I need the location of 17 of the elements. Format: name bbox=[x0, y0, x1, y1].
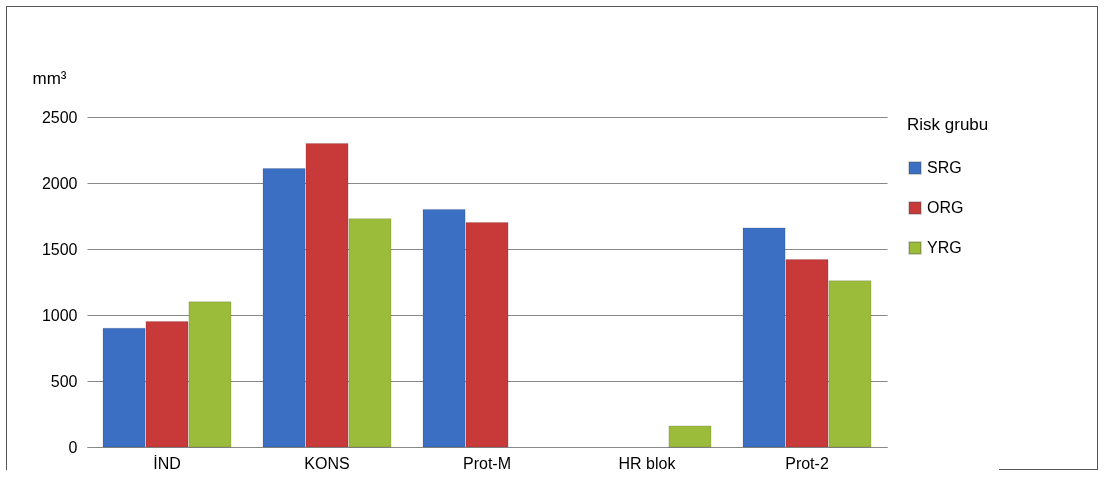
y-axis-title: mm³ bbox=[32, 68, 67, 88]
y-tick-label: 1000 bbox=[41, 306, 78, 324]
x-tick-label: İND bbox=[153, 453, 181, 472]
x-tick-label: KONS bbox=[304, 454, 350, 472]
legend-label: SRG bbox=[927, 159, 962, 176]
y-tick-label: 2000 bbox=[41, 174, 78, 192]
y-tick-label: 2500 bbox=[41, 108, 78, 126]
x-tick-label: Prot-M bbox=[463, 454, 511, 472]
legend-title: Risk grubu bbox=[907, 115, 989, 134]
x-tick-label: Prot-2 bbox=[785, 454, 829, 472]
x-tick-label: HR blok bbox=[618, 454, 677, 472]
y-tick-label: 0 bbox=[68, 438, 78, 456]
legend-label: YRG bbox=[927, 239, 962, 256]
legend-label: ORG bbox=[927, 199, 964, 216]
y-tick-label: 1500 bbox=[41, 240, 78, 258]
bar bbox=[668, 425, 712, 448]
y-tick-label: 500 bbox=[50, 372, 78, 390]
